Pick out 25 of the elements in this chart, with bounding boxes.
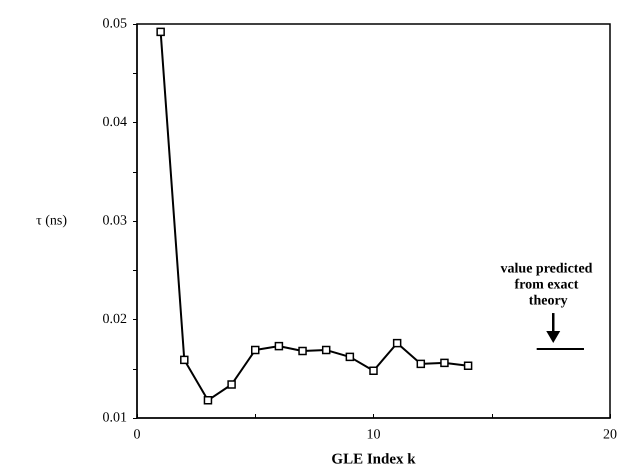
x-tick-label: 20 [603,428,617,442]
annotation: value predicted from exact theory [500,262,596,309]
point [156,28,165,36]
point [369,366,378,375]
y-tick-label: 0.03 [102,214,127,228]
point [204,396,212,405]
point [346,352,354,362]
y-tick-label: 0.02 [102,312,127,327]
x-tick-label: 10 [366,428,380,442]
point [440,358,449,368]
point [180,356,189,364]
y-tick-label: 0.01 [102,410,127,426]
x-tick-label: 0 [134,428,140,442]
point [464,362,472,370]
point [392,338,402,348]
point [251,346,260,354]
y-axis-title: τ (ns) [36,214,68,228]
y-tick-label: 0.04 [102,115,127,130]
x-axis-title: GLE Index k [331,452,416,468]
point [322,346,330,354]
point [227,380,236,389]
y-tick-label: 0.05 [102,16,127,32]
point [298,346,307,356]
point [274,342,284,350]
point [416,360,426,368]
